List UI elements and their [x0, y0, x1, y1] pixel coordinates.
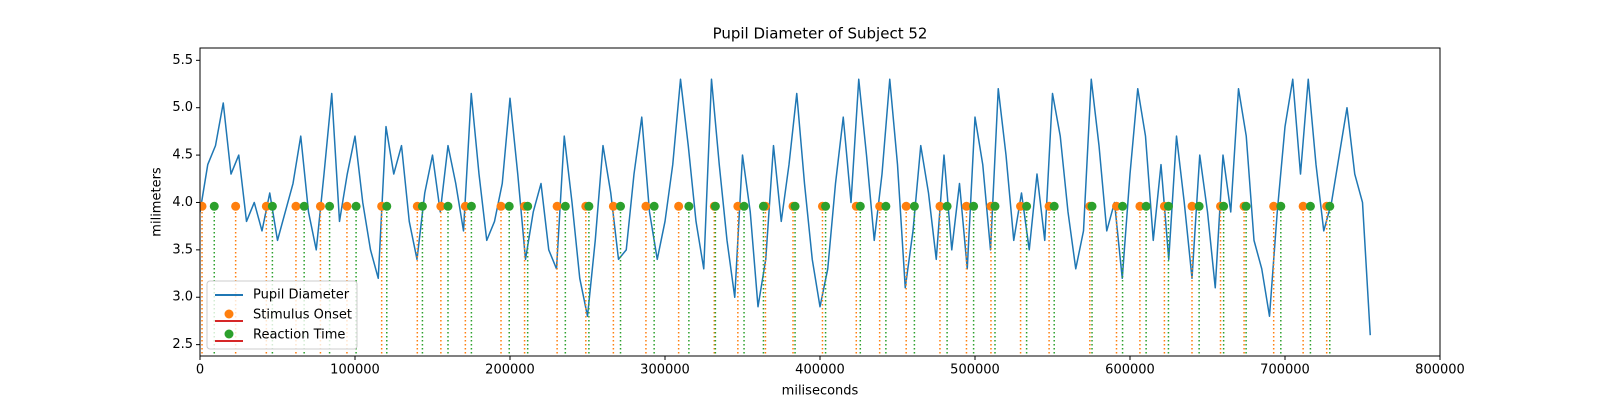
stem-marker [496, 201, 506, 211]
stem-marker [231, 201, 241, 211]
legend-box [206, 280, 358, 350]
stem-marker [342, 201, 352, 211]
y-tick-label: 5.5 [172, 53, 193, 68]
plot-area [200, 78, 1371, 356]
stem-marker [1049, 201, 1059, 211]
stem-marker [315, 201, 325, 211]
stem-marker [649, 201, 659, 211]
stem-marker [674, 201, 684, 211]
stem-marker [504, 201, 514, 211]
legend-label: Pupil Diameter [253, 288, 350, 303]
stem-marker [875, 201, 885, 211]
x-tick-label: 800000 [1415, 363, 1465, 378]
stem-marker [417, 201, 427, 211]
y-tick-label: 3.0 [172, 290, 193, 305]
stem-marker [1298, 201, 1308, 211]
stem-marker [382, 201, 392, 211]
stem-marker [935, 201, 945, 211]
stem-marker [942, 201, 952, 211]
stem-marker [1118, 201, 1128, 211]
x-tick-label: 0 [196, 363, 204, 378]
stem-marker [443, 201, 453, 211]
stem-marker [1276, 201, 1286, 211]
stem-marker [1194, 201, 1204, 211]
stem-marker [990, 201, 1000, 211]
legend-swatch [224, 309, 234, 319]
x-tick-label: 700000 [1260, 363, 1310, 378]
x-tick-label: 200000 [485, 363, 535, 378]
stem-marker [641, 201, 651, 211]
stem-marker [758, 201, 768, 211]
x-tick-label: 600000 [1105, 363, 1155, 378]
stem-marker [299, 201, 309, 211]
pupil-line [200, 78, 1371, 336]
stem-marker [560, 201, 570, 211]
stem-marker [684, 201, 694, 211]
stem-marker [616, 201, 626, 211]
stem-marker [733, 201, 743, 211]
y-tick-label: 4.5 [172, 148, 193, 163]
x-axis-label: miliseconds [782, 384, 859, 399]
stem-marker [1325, 201, 1335, 211]
stem-marker [1135, 201, 1145, 211]
stem-marker [552, 201, 562, 211]
stem-marker [267, 201, 277, 211]
stem-marker [1087, 201, 1097, 211]
stem-marker [1241, 201, 1251, 211]
legend-label: Reaction Time [253, 328, 345, 343]
stem-marker [523, 201, 533, 211]
stem-marker [351, 201, 361, 211]
stem-marker [608, 201, 618, 211]
stem-marker [291, 201, 301, 211]
stem-marker [969, 201, 979, 211]
x-tick-label: 300000 [640, 363, 690, 378]
stem-marker [325, 201, 335, 211]
y-tick-label: 5.0 [172, 100, 193, 115]
stem-marker [436, 201, 446, 211]
stem-marker [1141, 201, 1151, 211]
y-tick-label: 2.5 [172, 337, 193, 352]
legend-swatch [224, 329, 234, 339]
stem-marker [821, 201, 831, 211]
stem-marker [1269, 201, 1279, 211]
stem-marker [1163, 201, 1173, 211]
stem-marker [909, 201, 919, 211]
chart-title: Pupil Diameter of Subject 52 [713, 25, 928, 43]
stem-marker [961, 201, 971, 211]
stem-marker [466, 201, 476, 211]
x-tick-label: 100000 [330, 363, 380, 378]
stem-marker [200, 201, 207, 211]
stem-marker [1022, 201, 1032, 211]
stem-marker [209, 201, 219, 211]
y-tick-label: 4.0 [172, 195, 193, 210]
stem-marker [901, 201, 911, 211]
stem-marker [584, 201, 594, 211]
legend-label: Stimulus Onset [253, 308, 352, 323]
stem-marker [739, 201, 749, 211]
y-axis-label: milimeters [150, 167, 165, 237]
stem-marker [881, 201, 891, 211]
stem-marker [710, 201, 720, 211]
x-tick-label: 400000 [795, 363, 845, 378]
stem-marker [1305, 201, 1315, 211]
stem-marker [790, 201, 800, 211]
y-tick-label: 3.5 [172, 242, 193, 257]
stem-marker [1219, 201, 1229, 211]
stem-marker [1187, 201, 1197, 211]
stem-marker [855, 201, 865, 211]
x-tick-label: 500000 [950, 363, 1000, 378]
